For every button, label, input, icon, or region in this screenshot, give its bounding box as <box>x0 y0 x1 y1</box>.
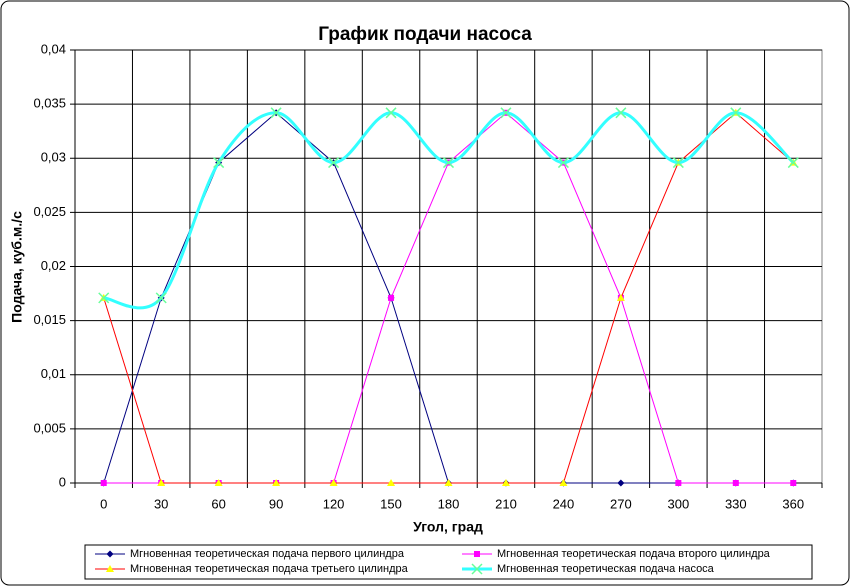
marker <box>444 479 453 486</box>
marker <box>617 479 625 487</box>
y-tick-label: 0,01 <box>41 366 66 381</box>
x-axis-label: Угол, град <box>413 519 483 535</box>
marker <box>385 107 397 119</box>
y-tick-label: 0,02 <box>41 258 66 273</box>
y-tick-label: 0,015 <box>33 312 66 327</box>
marker <box>787 157 799 169</box>
marker <box>500 107 512 119</box>
y-tick-label: 0 <box>59 474 66 489</box>
legend-marker <box>106 550 114 558</box>
x-tick-label: 30 <box>154 496 168 511</box>
y-tick-label: 0,035 <box>33 96 66 111</box>
marker <box>442 157 455 169</box>
x-tick-label: 0 <box>100 496 107 511</box>
x-tick-label: 120 <box>323 496 345 511</box>
marker <box>557 157 569 169</box>
legend-box <box>84 544 813 580</box>
marker <box>329 479 338 486</box>
x-tick-label: 240 <box>553 496 575 511</box>
marker <box>100 480 107 486</box>
marker <box>213 157 225 169</box>
legend-marker <box>471 563 483 575</box>
y-tick-label: 0,005 <box>33 420 66 435</box>
x-tick-label: 60 <box>211 496 225 511</box>
legend-label: Мгновенная теоретическая подача третьего… <box>130 563 409 575</box>
marker <box>214 479 223 486</box>
marker <box>730 107 742 119</box>
marker <box>615 107 627 119</box>
legend-label: Мгновенная теоретическая подача второго … <box>497 548 771 560</box>
marker <box>501 479 510 486</box>
marker <box>270 107 282 119</box>
x-tick-label: 150 <box>380 496 402 511</box>
legend-label: Мгновенная теоретическая подача первого … <box>130 548 405 560</box>
marker <box>388 294 395 301</box>
x-tick-label: 270 <box>610 496 632 511</box>
marker <box>559 479 568 486</box>
x-tick-label: 90 <box>269 496 283 511</box>
marker <box>387 479 396 486</box>
marker <box>155 292 167 304</box>
x-tick-label: 360 <box>782 496 804 511</box>
x-tick-label: 300 <box>667 496 689 511</box>
legend-marker <box>474 551 480 557</box>
marker <box>157 479 166 486</box>
y-tick-label: 0,025 <box>33 204 66 219</box>
marker <box>790 480 797 486</box>
chart-title: График подачи насоса <box>318 24 532 45</box>
marker <box>272 479 281 486</box>
y-tick-label: 0,04 <box>41 41 66 56</box>
x-tick-label: 210 <box>495 496 517 511</box>
x-tick-label: 330 <box>725 496 747 511</box>
marker <box>616 293 625 301</box>
marker <box>98 292 110 304</box>
marker <box>732 480 739 486</box>
marker <box>328 157 340 169</box>
marker <box>672 157 684 169</box>
y-axis-label: Подача, куб.м./с <box>9 211 25 323</box>
x-tick-label: 180 <box>438 496 460 511</box>
legend-label: Мгновенная теоретическая подача насоса <box>497 563 715 575</box>
marker <box>675 480 682 486</box>
y-tick-label: 0,03 <box>41 150 66 165</box>
legend-marker <box>106 565 114 572</box>
